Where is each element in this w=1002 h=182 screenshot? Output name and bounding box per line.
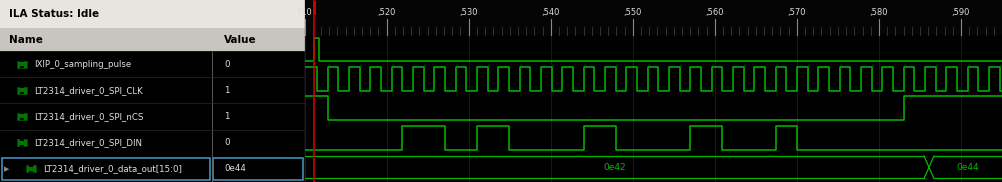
Text: ▶: ▶ <box>4 166 9 172</box>
Text: ,580: ,580 <box>870 8 888 17</box>
Text: LT2314_driver_0_SPI_DIN: LT2314_driver_0_SPI_DIN <box>34 138 142 147</box>
Text: LT2314_driver_0_SPI_nCS: LT2314_driver_0_SPI_nCS <box>34 112 143 121</box>
Bar <box>20 113 24 114</box>
Text: 0e44: 0e44 <box>957 163 979 172</box>
Bar <box>213 158 303 180</box>
Bar <box>20 118 24 120</box>
Text: LT2314_driver_0_SPI_CLK: LT2314_driver_0_SPI_CLK <box>34 86 143 95</box>
Bar <box>17 87 26 94</box>
Bar <box>20 60 24 62</box>
Bar <box>17 139 26 146</box>
Text: ,540: ,540 <box>541 8 560 17</box>
Bar <box>17 113 26 120</box>
Text: ,550: ,550 <box>623 8 642 17</box>
Bar <box>29 171 33 173</box>
Bar <box>305 0 1002 35</box>
Text: Name: Name <box>9 35 43 45</box>
Bar <box>2 158 210 180</box>
Text: 0: 0 <box>223 60 229 69</box>
Text: 1: 1 <box>223 112 229 121</box>
Text: ILA Status: Idle: ILA Status: Idle <box>9 9 99 19</box>
Text: ,560: ,560 <box>705 8 724 17</box>
Bar <box>0 0 305 28</box>
Text: IXIP_0_sampling_pulse: IXIP_0_sampling_pulse <box>34 60 131 69</box>
Text: 0: 0 <box>223 138 229 147</box>
Text: ,570: ,570 <box>788 8 807 17</box>
Bar <box>20 139 24 141</box>
Bar <box>20 66 24 68</box>
Bar <box>26 165 36 172</box>
Text: Value: Value <box>223 35 257 45</box>
Text: ,590: ,590 <box>952 8 970 17</box>
Bar <box>0 28 305 51</box>
Text: ,520: ,520 <box>378 8 396 17</box>
Text: LT2314_driver_0_data_out[15:0]: LT2314_driver_0_data_out[15:0] <box>43 164 182 173</box>
Bar <box>17 61 26 68</box>
Text: ,530: ,530 <box>460 8 478 17</box>
Bar <box>313 1 316 15</box>
Text: 1: 1 <box>223 86 229 95</box>
Bar <box>20 145 24 147</box>
Text: 0e44: 0e44 <box>223 164 245 173</box>
Text: 510: 510 <box>297 8 313 17</box>
Text: 0e42: 0e42 <box>603 163 625 172</box>
Bar <box>20 92 24 94</box>
Bar <box>20 86 24 88</box>
Bar <box>29 165 33 167</box>
